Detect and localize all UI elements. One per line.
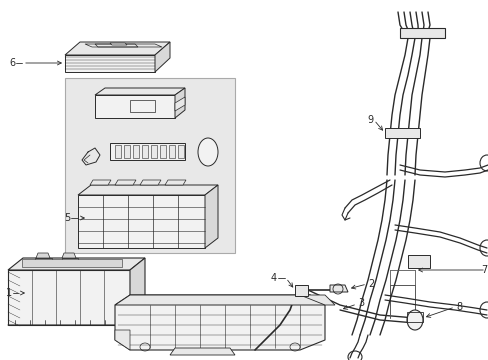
- Text: 2: 2: [367, 279, 373, 289]
- Polygon shape: [160, 145, 165, 158]
- Polygon shape: [407, 255, 429, 268]
- Text: 8: 8: [455, 302, 461, 312]
- Polygon shape: [36, 253, 50, 258]
- Polygon shape: [115, 330, 130, 350]
- Polygon shape: [35, 258, 52, 265]
- Ellipse shape: [198, 138, 218, 166]
- Polygon shape: [151, 145, 157, 158]
- Polygon shape: [170, 348, 235, 355]
- Polygon shape: [115, 180, 136, 185]
- Polygon shape: [178, 145, 183, 158]
- Polygon shape: [78, 195, 204, 248]
- Text: 1: 1: [6, 288, 12, 298]
- Bar: [65, 78, 235, 253]
- Polygon shape: [8, 270, 130, 325]
- Bar: [22, 259, 122, 267]
- Polygon shape: [140, 180, 161, 185]
- Polygon shape: [110, 143, 184, 160]
- Text: 3: 3: [357, 298, 364, 308]
- Polygon shape: [164, 180, 185, 185]
- Polygon shape: [155, 42, 170, 72]
- Text: 5: 5: [63, 213, 70, 223]
- Polygon shape: [399, 28, 444, 38]
- Polygon shape: [142, 145, 148, 158]
- Polygon shape: [65, 42, 170, 55]
- Text: 6: 6: [9, 58, 15, 68]
- Polygon shape: [175, 88, 184, 118]
- Polygon shape: [329, 285, 347, 292]
- Polygon shape: [115, 145, 121, 158]
- Polygon shape: [62, 258, 78, 265]
- Polygon shape: [384, 128, 419, 138]
- Polygon shape: [294, 285, 307, 296]
- Text: 9: 9: [366, 115, 372, 125]
- Polygon shape: [299, 295, 334, 305]
- Text: 7: 7: [480, 265, 486, 275]
- Polygon shape: [62, 253, 76, 258]
- Polygon shape: [130, 258, 145, 325]
- Polygon shape: [115, 295, 325, 305]
- Polygon shape: [175, 97, 184, 111]
- Polygon shape: [95, 88, 184, 95]
- Polygon shape: [110, 43, 127, 45]
- Polygon shape: [78, 185, 218, 195]
- Polygon shape: [204, 185, 218, 248]
- Polygon shape: [115, 295, 325, 350]
- Polygon shape: [124, 145, 130, 158]
- Polygon shape: [90, 180, 111, 185]
- Polygon shape: [8, 258, 145, 270]
- Text: 4: 4: [270, 273, 276, 283]
- Polygon shape: [65, 55, 155, 72]
- Polygon shape: [169, 145, 175, 158]
- Ellipse shape: [406, 310, 422, 330]
- Polygon shape: [95, 95, 175, 118]
- Polygon shape: [133, 145, 139, 158]
